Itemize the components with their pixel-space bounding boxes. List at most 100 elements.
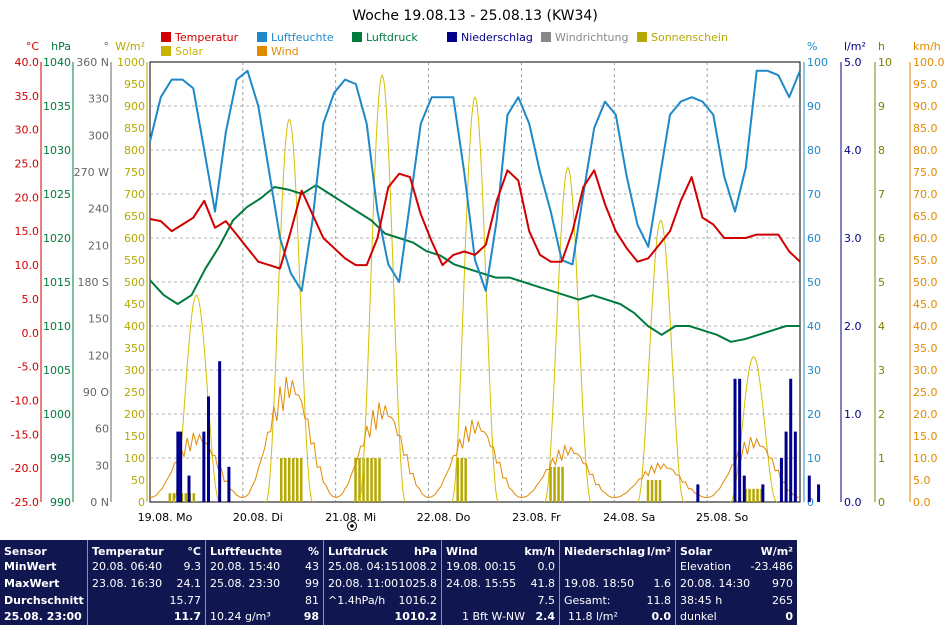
right-axis-tick: 70 [807, 188, 821, 201]
legend: Temperatur Luftfeuchte Luftdruck Niederschl… [161, 31, 728, 58]
precip-bar [793, 431, 797, 502]
right-axis-tick: 3.0 [844, 232, 862, 245]
left-axis-tick: 600 [124, 232, 145, 245]
left-axis-tick: 995 [50, 452, 71, 465]
solar-elevation-label: Elevation [680, 560, 732, 573]
left-axis-tick: 1020 [43, 232, 71, 245]
right-axis-tick: 0.0 [913, 496, 931, 509]
right-axis-tick: 6 [878, 232, 885, 245]
sunshine-bar [752, 488, 755, 502]
solar-curve [637, 219, 685, 503]
left-axis-tick: 1025 [43, 188, 71, 201]
col-wind: Wind km/h 19.08. 00:15 0.0 24.08. 15:55 41.… [442, 540, 560, 625]
sunshine-bar [292, 458, 295, 502]
right-axis-tick: 15.0 [913, 430, 938, 443]
precip-bar [789, 378, 793, 502]
temperatur-min-value: 9.3 [183, 560, 202, 573]
left-axis-tick: 500 [124, 276, 145, 289]
right-axis-tick: 90 [807, 100, 821, 113]
legend-swatch [257, 32, 267, 42]
row-durchschnitt: Durchschnitt [4, 594, 84, 607]
niederschlag-current: 0.0 [651, 610, 672, 623]
left-axis-tick: 1000 [117, 56, 145, 69]
left-axis-tick: 40.0 [15, 56, 40, 69]
solar-sunshine-hours: 38:45 h [680, 594, 723, 607]
legend-label: Luftdruck [366, 31, 418, 44]
left-axis-tick: 150 [88, 313, 109, 326]
sunshine-bar [654, 480, 658, 502]
wind-unit: km/h [524, 545, 555, 558]
left-axis-tick: 650 [124, 210, 145, 223]
solar-max-value: 970 [772, 577, 793, 590]
wind-min-time: 19.08. 00:15 [446, 560, 517, 573]
left-axis-tick: 550 [124, 254, 145, 267]
current-time-marker-dot [350, 524, 354, 528]
luftdruck-min-time: 25.08. 04:15 [328, 560, 399, 573]
niederschlag-unit: l/m² [646, 545, 671, 558]
stats-table: Sensor MinWert MaxWert Durchschnitt 25.0… [0, 540, 797, 625]
row-maxwert: MaxWert [4, 577, 60, 590]
right-axis-tick: 0.0 [844, 496, 862, 509]
right-axis-tick: 10 [878, 56, 892, 69]
pressure-line [149, 184, 800, 343]
legend-swatch [541, 32, 551, 42]
temperatur-min-time: 20.08. 06:40 [92, 560, 163, 573]
precip-bar [176, 431, 180, 502]
left-axis-tick: 900 [124, 100, 145, 113]
luftdruck-trend: ^1.4hPa/h [328, 594, 386, 607]
luftfeuchte-average: 81 [305, 594, 319, 607]
precip-bar [227, 466, 231, 502]
right-axis-tick: 1 [878, 452, 885, 465]
legend-swatch [637, 32, 647, 42]
left-axis-unit: °C [26, 40, 40, 53]
niederschlag-max-time: 19.08. 18:50 [564, 577, 635, 590]
row-current-time: 25.08. 23:00 [4, 610, 82, 623]
legend-swatch [161, 46, 171, 56]
left-axis-tick: 800 [124, 144, 145, 157]
luftdruck-max-value: 1025.8 [398, 577, 438, 590]
solar-current: 0 [785, 610, 793, 623]
right-axis-tick: 95.0 [913, 78, 938, 91]
left-axis-tick: 990 [50, 496, 71, 509]
left-axis-tick: 35.0 [15, 90, 40, 103]
precip-bar [738, 378, 742, 502]
right-axis-unit: h [878, 40, 885, 53]
precip-bar [207, 396, 210, 502]
x-tick-label: 24.08. Sa [603, 511, 655, 524]
left-axis-tick: 210 [88, 239, 109, 252]
legend-label: Solar [175, 45, 204, 58]
left-axis-tick: 1010 [43, 320, 71, 333]
right-axis-tick: 2 [878, 408, 885, 421]
right-axis-tick: 5.0 [913, 474, 931, 487]
solar-average: 265 [772, 594, 793, 607]
right-axis-tick: 85.0 [913, 122, 938, 135]
weather-chart: Woche 19.08.13 - 25.08.13 (KW34) Tempera… [10, 8, 945, 531]
left-axis-unit: W/m² [115, 40, 145, 53]
solar-curve [451, 96, 499, 503]
luftdruck-header: Luftdruck [328, 545, 388, 558]
solar-curve [265, 118, 313, 503]
luftdruck-unit: hPa [413, 545, 437, 558]
legend-swatch [352, 32, 362, 42]
niederschlag-max-value: 1.6 [653, 577, 672, 590]
x-axis-labels: 19.08. Mo 20.08. Di 21.08. Mi 22.08. Do 23.0… [138, 511, 749, 524]
series [149, 69, 821, 503]
right-axis-unit: % [807, 40, 817, 53]
wind-header: Wind [446, 545, 478, 558]
left-axis-tick: 1030 [43, 144, 71, 157]
right-axis-unit: l/m² [844, 40, 866, 53]
sunshine-bar [370, 458, 373, 502]
wind-line [149, 432, 244, 499]
x-tick-label: 23.08. Fr [512, 511, 561, 524]
niederschlag-header: Niederschlag [564, 545, 646, 558]
right-axis-tick: 20 [807, 408, 821, 421]
right-axis-tick: 80 [807, 144, 821, 157]
sunshine-bar [300, 458, 303, 502]
right-axis-tick: 30 [807, 364, 821, 377]
left-axis-tick: -5.0 [18, 361, 39, 374]
precip-bar [179, 431, 183, 502]
left-axis-tick: 60 [95, 423, 109, 436]
sunshine-bar [549, 466, 552, 502]
right-axis-tick: 35.0 [913, 342, 938, 355]
sunshine-bar [288, 458, 291, 502]
